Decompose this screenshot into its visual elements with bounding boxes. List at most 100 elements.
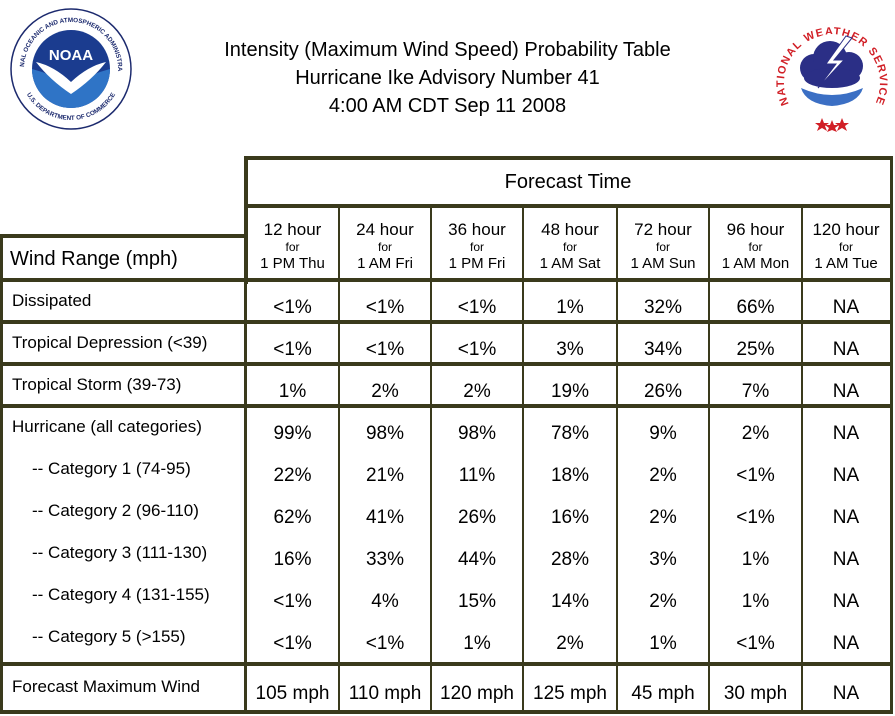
column-divider: [522, 324, 524, 362]
nws-logo: NATIONAL WEATHER SERVICE: [775, 26, 888, 132]
table-cell: 98%: [457, 423, 497, 444]
table-cell: 18%: [550, 465, 590, 486]
table-cell: 2%: [463, 381, 491, 402]
table-cell: NA: [832, 633, 860, 654]
table-cell: 4%: [371, 591, 399, 612]
column-divider: [338, 666, 340, 710]
table-border: [244, 156, 248, 284]
table-cell: 2%: [556, 633, 584, 654]
column-header: 120 hour for 1 AM Tue: [802, 208, 890, 278]
table-cell: NA: [832, 683, 860, 704]
table-cell: 105 mph: [255, 683, 330, 704]
table-cell: 22%: [273, 465, 312, 486]
table-title: Intensity (Maximum Wind Speed) Probabili…: [224, 39, 671, 61]
column-divider: [801, 366, 803, 404]
table-border: [0, 234, 248, 238]
table-cell: <1%: [457, 339, 497, 360]
table-cell: 41%: [365, 507, 405, 528]
column-for: for: [377, 240, 392, 254]
row-label: -- Category 4 (131-155): [32, 585, 210, 604]
row-label: Hurricane (all categories): [12, 417, 202, 436]
column-divider: [708, 666, 710, 710]
table-cell: 14%: [550, 591, 590, 612]
column-divider: [430, 666, 432, 710]
table-cell: 2%: [649, 507, 677, 528]
table-cell: NA: [832, 297, 860, 318]
table-cell: <1%: [273, 339, 312, 360]
advisory-title: Hurricane Ike Advisory Number 41: [295, 67, 600, 89]
table-cell: <1%: [736, 633, 775, 654]
table-cell: 2%: [741, 423, 770, 444]
table-cell: 11%: [458, 465, 496, 486]
column-for: for: [285, 240, 300, 254]
column-divider: [338, 282, 340, 320]
table-border: [244, 156, 893, 160]
table-cell: 110 mph: [348, 683, 422, 704]
column-for: for: [748, 240, 763, 254]
column-divider: [338, 208, 340, 278]
column-divider: [522, 666, 524, 710]
table-cell: 45 mph: [631, 683, 695, 704]
column-divider: [430, 208, 432, 278]
column-valid-time: 1 AM Tue: [814, 255, 878, 272]
table-cell: 34%: [643, 339, 683, 360]
column-header: 72 hour for 1 AM Sun: [617, 208, 709, 278]
row-divider: [244, 408, 247, 662]
column-divider: [338, 324, 340, 362]
table-cell: 1%: [463, 633, 491, 654]
column-valid-time: 1 AM Mon: [721, 255, 790, 272]
table-cell: 16%: [273, 549, 312, 570]
row-label: -- Category 3 (111-130): [32, 543, 208, 562]
row-label: -- Category 2 (96-110): [32, 501, 199, 520]
table-cell: 15%: [457, 591, 497, 612]
table-cell: NA: [832, 591, 860, 612]
table-cell: 1%: [741, 549, 770, 570]
column-header: 12 hour for 1 PM Thu: [246, 208, 339, 278]
table-cell: 7%: [741, 381, 770, 402]
table-border: [244, 204, 893, 208]
column-valid-time: 1 AM Fri: [357, 255, 413, 272]
row-label: -- Category 1 (74-95): [32, 459, 191, 478]
table-cell: 99%: [273, 423, 312, 444]
title-block: Intensity (Maximum Wind Speed) Probabili…: [160, 36, 735, 120]
table-cell: 26%: [643, 381, 683, 402]
row-divider: [244, 366, 247, 404]
column-valid-time: 1 AM Sat: [539, 255, 601, 272]
column-valid-time: 1 PM Fri: [448, 255, 506, 272]
column-divider: [522, 366, 524, 404]
column-divider: [708, 366, 710, 404]
table-cell: 19%: [550, 381, 590, 402]
column-divider: [708, 208, 710, 278]
table-cell: 78%: [550, 423, 590, 444]
table-cell: 1%: [649, 633, 677, 654]
wind-range-header: Wind Range (mph): [10, 248, 178, 270]
column-divider: [430, 324, 432, 362]
table-cell: 62%: [273, 507, 312, 528]
column-divider: [616, 408, 618, 662]
column-for: for: [562, 240, 577, 254]
table-cell: <1%: [457, 297, 497, 318]
row-label: Tropical Depression (<39): [12, 333, 208, 352]
column-header: 24 hour for 1 AM Fri: [339, 208, 431, 278]
column-divider: [522, 408, 524, 662]
table-cell: 28%: [550, 549, 590, 570]
table-cell: NA: [832, 507, 860, 528]
row-label: Forecast Maximum Wind: [12, 677, 200, 696]
column-divider: [338, 408, 340, 662]
row-divider: [0, 404, 893, 408]
row-divider: [0, 362, 893, 366]
noaa-wordmark: NOAA: [49, 47, 93, 64]
table-cell: 30 mph: [723, 683, 788, 704]
column-hours: 48 hour: [541, 220, 599, 239]
table-cell: NA: [832, 423, 860, 444]
column-divider: [801, 408, 803, 662]
table-cell: <1%: [273, 297, 312, 318]
row-divider: [0, 662, 893, 666]
column-divider: [708, 408, 710, 662]
noaa-logo: NATIONAL OCEANIC AND ATMOSPHERIC ADMINIS…: [10, 8, 132, 130]
table-cell: 9%: [649, 423, 677, 444]
table-cell: 125 mph: [533, 683, 607, 704]
table-cell: 26%: [457, 507, 497, 528]
table-cell: 21%: [365, 465, 405, 486]
column-divider: [801, 282, 803, 320]
